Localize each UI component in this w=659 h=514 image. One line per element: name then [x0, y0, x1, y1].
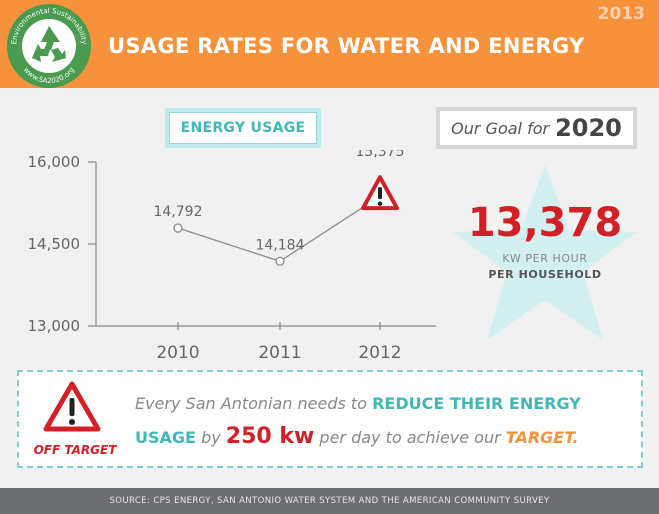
callout-line2-highlight: USAGE	[135, 428, 196, 447]
footer-source-text: SOURCE: CPS ENERGY, SAN ANTONIO WATER SY…	[109, 496, 550, 506]
goal-badge: Our Goal for 2020	[436, 107, 637, 149]
goal-prefix: Our Goal for	[451, 118, 550, 138]
warning-icon	[43, 381, 101, 432]
header-banner: Environmental Sustainability www.SA2020.…	[0, 0, 659, 88]
callout-line2-rest: per day to achieve our	[319, 428, 501, 447]
goal-value: 13,378	[467, 200, 623, 246]
y-tick-label: 14,500	[28, 235, 81, 253]
callout-amount: 250 kw	[225, 424, 315, 449]
data-point	[173, 223, 183, 233]
callout-line1-plain: Every San Antonian needs to	[135, 394, 367, 413]
header-year: 2013	[597, 4, 645, 24]
recycle-icon	[32, 26, 66, 62]
goal-unit-line2: PER HOUSEHOLD	[488, 268, 602, 281]
data-point	[275, 256, 285, 266]
callout-line-2: USAGE by 250 kw per day to achieve our T…	[135, 424, 579, 449]
callout-line2-by: by	[201, 428, 221, 447]
recycle-logo: Environmental Sustainability www.SA2020.…	[7, 4, 91, 88]
off-target-label: OFF TARGET	[33, 443, 117, 457]
data-label: 14,184	[256, 237, 305, 253]
y-tick-label: 13,000	[28, 317, 81, 335]
data-label: 14,792	[154, 204, 203, 220]
goal-unit-line1: KW PER HOUR	[502, 252, 588, 265]
energy-usage-chart: 16,000 14,500 13,000 2010 2011 2012 14,792 14,…	[28, 150, 436, 363]
footer-source: SOURCE: CPS ENERGY, SAN ANTONIO WATER SY…	[0, 488, 659, 514]
page-title: USAGE RATES FOR WATER AND ENERGY	[108, 34, 585, 58]
goal-year: 2020	[555, 114, 622, 142]
goal-star-icon	[453, 165, 637, 340]
energy-usage-label: ENERGY USAGE	[165, 108, 321, 148]
callout-line-1: Every San Antonian needs to REDUCE THEIR…	[135, 394, 581, 413]
y-tick-label: 16,000	[28, 153, 81, 171]
data-label: 15,375	[356, 150, 405, 160]
x-tick-label: 2012	[358, 343, 401, 363]
x-tick-label: 2011	[258, 343, 301, 363]
callout-target: TARGET.	[505, 428, 579, 447]
warning-icon	[361, 175, 399, 211]
energy-usage-label-text: ENERGY USAGE	[169, 112, 317, 144]
x-tick-label: 2010	[156, 343, 199, 363]
callout-line1-highlight: REDUCE THEIR ENERGY	[372, 394, 581, 413]
off-target-callout	[17, 370, 643, 468]
